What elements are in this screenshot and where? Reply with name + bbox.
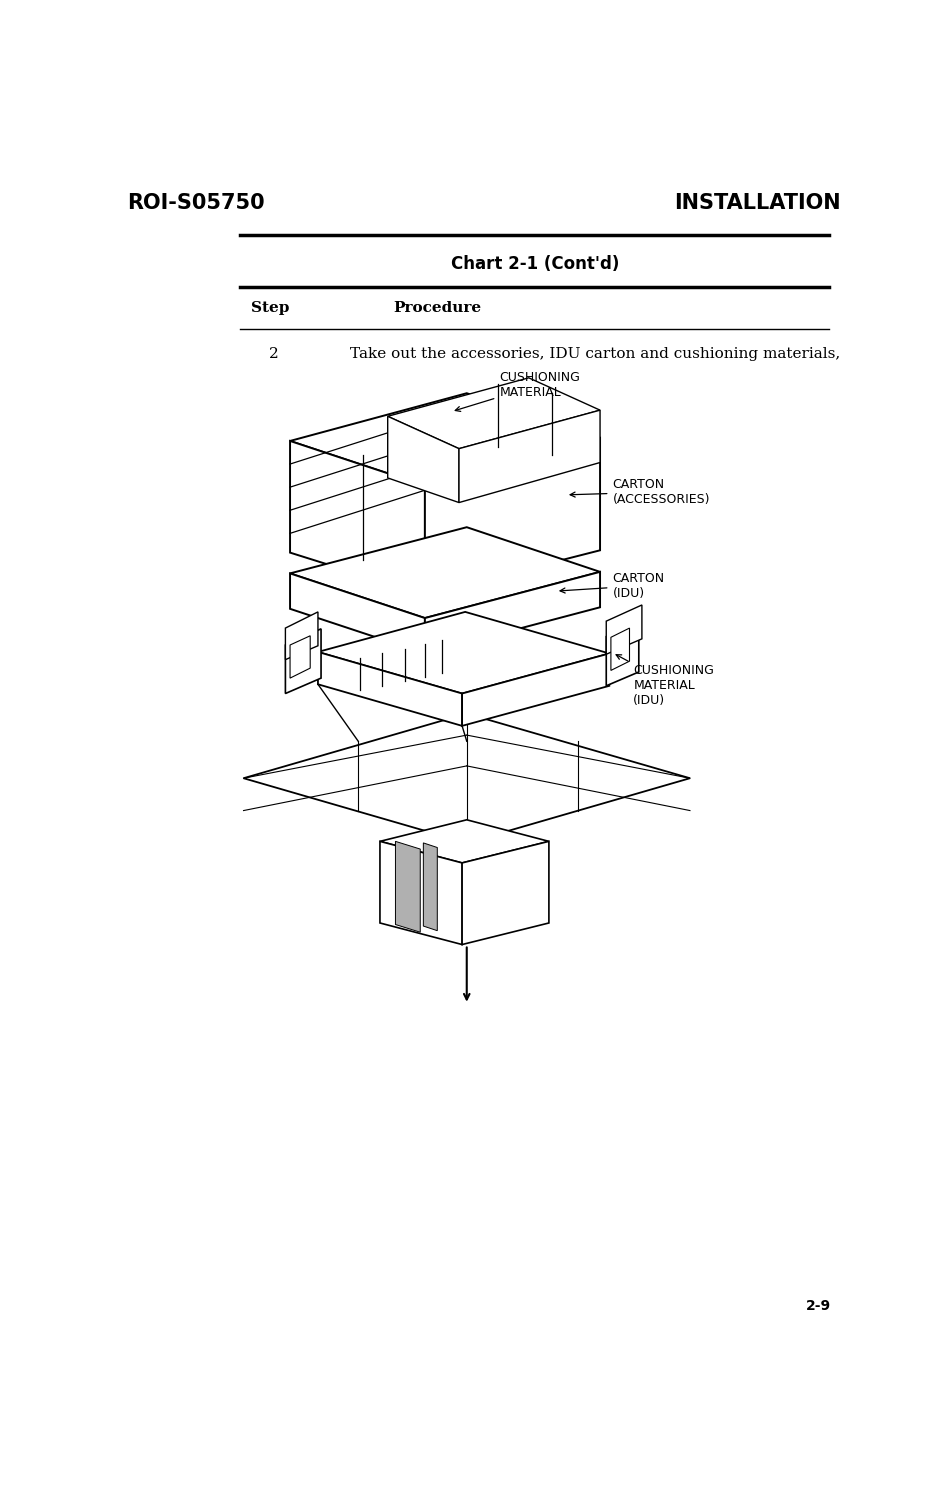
Polygon shape <box>459 411 600 503</box>
Text: CARTON
(IDU): CARTON (IDU) <box>560 572 665 600</box>
Text: CUSHIONING
MATERIAL
(IDU): CUSHIONING MATERIAL (IDU) <box>616 655 715 708</box>
Polygon shape <box>290 393 600 485</box>
Polygon shape <box>290 440 425 594</box>
Text: INSTALLATION: INSTALLATION <box>674 193 840 213</box>
Polygon shape <box>290 573 425 654</box>
Polygon shape <box>611 629 630 670</box>
Polygon shape <box>396 842 420 932</box>
Polygon shape <box>379 820 548 863</box>
Polygon shape <box>318 652 463 726</box>
Text: CARTON
(ACCESSORIES): CARTON (ACCESSORIES) <box>570 478 710 506</box>
Polygon shape <box>285 629 321 694</box>
Text: CUSHIONING
MATERIAL: CUSHIONING MATERIAL <box>455 370 581 412</box>
Polygon shape <box>425 437 600 594</box>
Text: Step: Step <box>251 300 290 315</box>
Polygon shape <box>463 842 548 945</box>
Polygon shape <box>463 654 609 726</box>
Polygon shape <box>244 714 690 844</box>
Polygon shape <box>290 527 600 618</box>
Polygon shape <box>606 605 642 654</box>
Polygon shape <box>423 844 437 930</box>
Polygon shape <box>318 612 609 694</box>
Polygon shape <box>290 636 311 678</box>
Text: Take out the accessories, IDU carton and cushioning materials,: Take out the accessories, IDU carton and… <box>350 346 841 361</box>
Polygon shape <box>379 842 463 945</box>
Text: 2: 2 <box>269 346 278 361</box>
Polygon shape <box>425 572 600 654</box>
Text: 2-9: 2-9 <box>806 1299 831 1312</box>
Text: Procedure: Procedure <box>393 300 481 315</box>
Text: ROI-S05750: ROI-S05750 <box>127 193 265 213</box>
Polygon shape <box>285 612 318 660</box>
Polygon shape <box>388 378 600 449</box>
Polygon shape <box>388 417 459 503</box>
Polygon shape <box>606 623 639 685</box>
Text: Chart 2-1 (Cont'd): Chart 2-1 (Cont'd) <box>451 255 619 273</box>
